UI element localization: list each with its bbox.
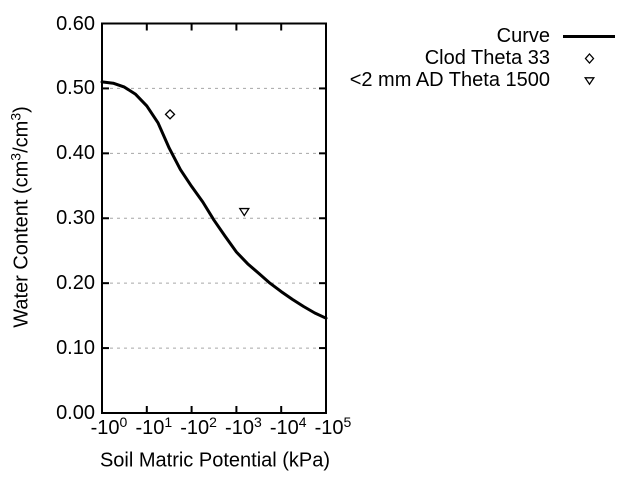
- x-axis-title: Soil Matric Potential (kPa): [99, 449, 331, 472]
- legend-label-curve: Curve: [496, 25, 550, 47]
- plot-border: [101, 22, 327, 414]
- y-tick-label: 0.40: [56, 142, 95, 165]
- x-tick-label-exponent: 4: [298, 414, 307, 430]
- x-tick-label: -101: [124, 414, 184, 439]
- y-tick-label: 0.60: [56, 12, 95, 35]
- y-axis-title-superscript: 3: [7, 152, 24, 161]
- x-tick-label-base: -10: [269, 417, 299, 439]
- x-tick-label-base: -10: [314, 417, 344, 439]
- diamond-icon: [558, 47, 620, 69]
- x-tick-label-exponent: 1: [164, 414, 173, 430]
- ad-theta-1500-triangle-marker: [238, 207, 250, 217]
- clod-theta-33-diamond-marker: [164, 108, 176, 120]
- x-tick-label: -103: [213, 414, 273, 439]
- x-tick-label-exponent: 0: [119, 414, 128, 430]
- x-tick-label-base: -10: [90, 417, 120, 439]
- x-tick-label: -102: [169, 414, 229, 439]
- y-tick-label: 0.20: [56, 272, 95, 295]
- legend-label-clod-theta-33: Clod Theta 33: [424, 47, 550, 69]
- legend: Curve Clod Theta 33 <2 mm AD Theta 1500: [350, 25, 620, 91]
- y-axis-title-text: Water Content (cm: [10, 160, 33, 328]
- x-tick-label-exponent: 3: [253, 414, 262, 430]
- x-tick-label-exponent: 2: [209, 414, 217, 430]
- y-tick-label: 0.00: [56, 402, 95, 424]
- curve-line: [100, 80, 328, 320]
- x-tick-label-base: -10: [135, 417, 165, 439]
- y-axis-title-superscript: 3: [7, 112, 24, 121]
- y-tick-label: 0.10: [56, 337, 95, 360]
- legend-item-ad-theta-1500: <2 mm AD Theta 1500: [350, 69, 620, 91]
- legend-label-ad-theta-1500: <2 mm AD Theta 1500: [349, 69, 550, 91]
- legend-item-curve: Curve: [350, 25, 620, 47]
- y-tick-label: 0.50: [56, 77, 95, 100]
- x-tick-label-exponent: 5: [343, 414, 352, 430]
- x-tick-label: -104: [258, 414, 318, 439]
- x-tick-label-base: -10: [180, 417, 210, 439]
- triangle-down-icon: [558, 69, 620, 91]
- x-tick-label: -105: [303, 414, 363, 439]
- legend-item-clod-theta-33: Clod Theta 33: [350, 47, 620, 69]
- y-tick-label: 0.30: [56, 207, 95, 230]
- x-tick-label-base: -10: [225, 417, 254, 439]
- curve-line-sample-icon: [558, 25, 620, 47]
- x-tick-label: -100: [79, 414, 139, 439]
